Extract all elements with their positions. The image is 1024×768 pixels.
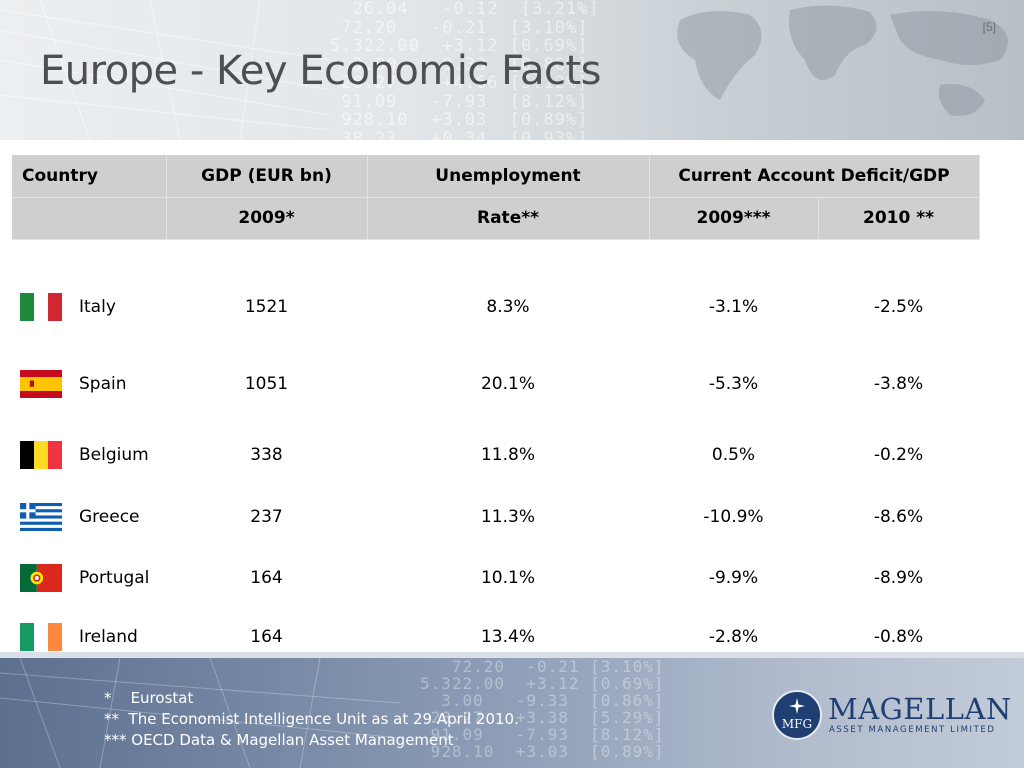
unemployment-value: 10.1%: [480, 567, 535, 588]
country-cell: Italy: [12, 239, 166, 349]
ticker-background: 72.20 -0.21 [3.10%] 5.322.00 +3.12 [0.69…: [420, 657, 665, 761]
table-row: Italy 1521 8.3% -3.1% -2.5%: [12, 239, 979, 349]
country-cell: Portugal: [12, 542, 166, 613]
page-title: Europe - Key Economic Facts: [40, 48, 601, 94]
ca-2010-value: -3.8%: [873, 373, 924, 394]
economic-facts-table: Country GDP (EUR bn) Unemployment Curren…: [12, 155, 980, 661]
ca-2010-value: -0.2%: [873, 444, 924, 465]
country-name: Greece: [79, 506, 140, 527]
footnotes: * Eurostat ** The Economist Intelligence…: [104, 688, 519, 751]
logo-tagline: ASSET MANAGEMENT LIMITED: [829, 725, 996, 735]
ca-2009-value: -3.1%: [708, 297, 759, 317]
country-name: Belgium: [79, 444, 149, 465]
ca-2010-value: -0.8%: [873, 627, 924, 647]
gdp-value: 164: [250, 627, 283, 647]
unemployment-value: 13.4%: [480, 627, 535, 647]
world-map-graphic: [677, 5, 1008, 116]
power-lines-graphic: [0, 0, 330, 140]
ca-2009-value: 0.5%: [711, 444, 756, 465]
subheader-unemployment-rate: Rate**: [367, 197, 650, 240]
country-name: Spain: [79, 373, 127, 394]
subheader-empty: [12, 197, 167, 240]
portugal-flag-icon: [20, 563, 62, 592]
power-lines-graphic: [0, 658, 400, 768]
table-row: Ireland 164 13.4% -2.8% -0.8%: [12, 613, 979, 661]
subheader-gdp-year: 2009*: [166, 197, 368, 240]
subheader-ca-2010: 2010 **: [818, 197, 980, 240]
country-name: Italy: [79, 297, 116, 317]
logo-name: MAGELLAN: [828, 692, 1012, 726]
table-row: Greece 237 11.3% -10.9% -8.6%: [12, 491, 979, 542]
header-banner: 26.04 -0.12 [3.21%] 72.20 -0.21 [3.10%] …: [0, 0, 1024, 140]
logo-emblem: MFG: [772, 690, 822, 740]
table-row: Spain 1051 20.1% -5.3% -3.8%: [12, 349, 979, 418]
gdp-value: 1521: [244, 297, 289, 317]
unemployment-value: 20.1%: [480, 373, 535, 394]
table-row: Belgium 338 11.8% 0.5% -0.2%: [12, 418, 979, 491]
header-unemployment: Unemployment: [367, 155, 650, 198]
table-row: Portugal 164 10.1% -9.9% -8.9%: [12, 542, 979, 613]
greece-flag-icon: [20, 502, 62, 531]
header-gdp: GDP (EUR bn): [166, 155, 368, 198]
country-name: Ireland: [79, 627, 138, 647]
gdp-value: 338: [250, 444, 283, 465]
footnote: ** The Economist Intelligence Unit as at…: [104, 710, 519, 728]
compass-star-icon: [789, 698, 805, 714]
ca-2010-value: -2.5%: [873, 297, 924, 317]
ca-2010-value: -8.9%: [873, 567, 924, 588]
footnote: * Eurostat: [104, 689, 194, 707]
subheader-ca-2009: 2009***: [649, 197, 819, 240]
country-cell: Belgium: [12, 418, 166, 491]
ticker-background: 26.04 -0.12 [3.21%] 72.20 -0.21 [3.10%] …: [330, 0, 600, 140]
ca-2009-value: -9.9%: [708, 567, 759, 588]
unemployment-value: 8.3%: [486, 297, 530, 317]
header-current-account: Current Account Deficit/GDP: [649, 155, 980, 198]
logo-mark: MFG: [781, 717, 813, 731]
footer-divider: [0, 652, 1024, 658]
footnote: *** OECD Data & Magellan Asset Managemen…: [104, 731, 454, 749]
footer-banner: 72.20 -0.21 [3.10%] 5.322.00 +3.12 [0.69…: [0, 652, 1024, 768]
country-cell: Spain: [12, 349, 166, 418]
gdp-value: 1051: [244, 373, 289, 394]
unemployment-value: 11.8%: [480, 444, 535, 465]
gdp-value: 237: [250, 506, 283, 527]
header-country: Country: [12, 155, 167, 198]
page-number: [5]: [982, 20, 996, 34]
country-cell: Greece: [12, 491, 166, 542]
ca-2009-value: -2.8%: [708, 627, 759, 647]
country-cell: Ireland: [12, 613, 166, 661]
country-name: Portugal: [79, 567, 150, 588]
magellan-logo: MFG MAGELLAN ASSET MANAGEMENT LIMITED: [772, 690, 1011, 742]
belgium-flag-icon: [20, 440, 62, 469]
unemployment-value: 11.3%: [480, 506, 535, 527]
italy-flag-icon: [20, 293, 62, 321]
spain-flag-icon: [20, 369, 62, 398]
ca-2009-value: -10.9%: [703, 506, 764, 527]
ireland-flag-icon: [20, 623, 62, 651]
ca-2009-value: -5.3%: [708, 373, 759, 394]
gdp-value: 164: [250, 567, 283, 588]
ca-2010-value: -8.6%: [873, 506, 924, 527]
